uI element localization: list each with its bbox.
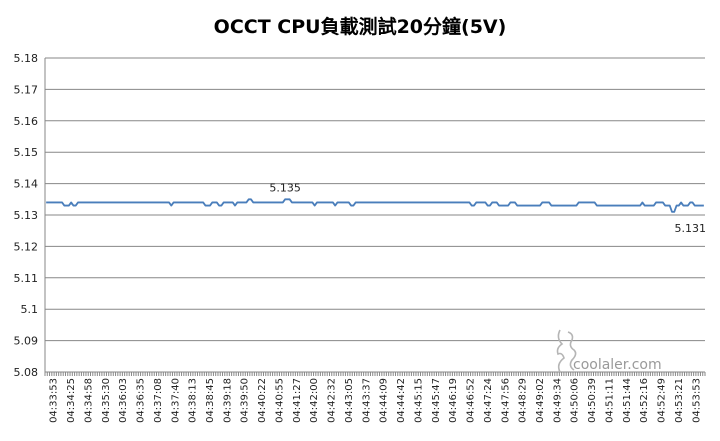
x-tick-label: 04:46:19 — [448, 378, 459, 423]
x-tick-label: 04:44:42 — [396, 378, 407, 423]
x-tick-label: 04:49:02 — [535, 378, 546, 423]
x-tick-label: 04:46:52 — [466, 378, 477, 423]
y-tick-label: 5.14 — [14, 178, 39, 191]
x-tick-label: 04:42:32 — [327, 378, 338, 423]
y-tick-label: 5.13 — [14, 209, 39, 222]
watermark-logo-icon — [556, 329, 577, 373]
x-tick-label: 04:34:58 — [83, 378, 94, 423]
y-tick-label: 5.11 — [14, 272, 39, 285]
chart-title: OCCT CPU負載測試20分鐘(5V) — [214, 15, 507, 38]
data-label: 5.131 — [674, 222, 706, 235]
data-labels: 5.135 5.131 — [269, 181, 706, 235]
watermark: coolaler.com — [556, 329, 662, 373]
x-tick-label: 04:37:40 — [170, 378, 181, 423]
y-tick-label: 5.18 — [14, 52, 39, 65]
y-axis-ticks: 5.08 5.09 5.1 5.11 5.12 5.13 5.14 5.15 5.16 5.17 5… — [14, 52, 39, 379]
x-tick-label: 04:37:08 — [153, 378, 164, 423]
x-tick-label: 04:45:47 — [431, 378, 442, 423]
x-tick-label: 04:53:53 — [691, 378, 702, 423]
x-axis-ticks: 04:33:53 04:34:25 04:34:58 04:35:30 04:36:03… — [49, 378, 703, 423]
x-tick-label: 04:48:29 — [518, 378, 529, 423]
gridlines — [45, 57, 705, 342]
x-tick-label: 04:40:22 — [257, 378, 268, 423]
x-tick-label: 04:34:25 — [66, 378, 77, 423]
y-tick-label: 5.16 — [14, 115, 39, 128]
x-tick-label: 04:41:27 — [292, 378, 303, 423]
y-tick-label: 5.17 — [14, 83, 39, 96]
series-line-0 — [46, 198, 704, 213]
x-tick-label: 04:44:09 — [379, 378, 390, 423]
x-tick-label: 04:50:06 — [570, 378, 581, 423]
x-tick-label: 04:53:21 — [674, 378, 685, 423]
x-tick-label: 04:51:44 — [622, 378, 633, 423]
y-tick-label: 5.15 — [14, 146, 39, 159]
axes — [44, 58, 706, 376]
x-tick-label: 04:47:24 — [483, 378, 494, 423]
data-label: 5.135 — [269, 181, 301, 194]
x-tick-label: 04:51:11 — [604, 378, 615, 423]
x-tick-label: 04:52:16 — [639, 378, 650, 423]
y-tick-label: 5.12 — [14, 240, 39, 253]
y-tick-label: 5.1 — [21, 303, 39, 316]
x-tick-label: 04:43:05 — [344, 378, 355, 423]
x-tick-label: 04:38:45 — [205, 378, 216, 423]
x-tick-label: 04:42:00 — [309, 378, 320, 423]
x-tick-label: 04:38:13 — [188, 378, 199, 423]
y-tick-label: 5.08 — [14, 366, 39, 379]
x-tick-label: 04:43:37 — [361, 378, 372, 423]
x-tick-label: 04:36:03 — [118, 378, 129, 423]
x-tick-label: 04:47:56 — [500, 378, 511, 423]
x-tick-label: 04:50:39 — [587, 378, 598, 423]
x-tick-label: 04:40:55 — [274, 378, 285, 423]
watermark-text: coolaler.com — [573, 357, 662, 373]
series-layer — [46, 198, 704, 213]
x-tick-label: 04:36:35 — [136, 378, 147, 423]
x-tick-label: 04:52:49 — [657, 378, 668, 423]
x-tick-label: 04:39:18 — [222, 378, 233, 423]
x-tick-label: 04:45:15 — [413, 378, 424, 423]
x-tick-label: 04:35:30 — [101, 378, 112, 423]
y-tick-label: 5.09 — [14, 335, 39, 348]
x-tick-label: 04:33:53 — [49, 378, 60, 423]
x-tick-label: 04:39:50 — [240, 378, 251, 423]
x-tick-label: 04:49:34 — [552, 378, 563, 423]
